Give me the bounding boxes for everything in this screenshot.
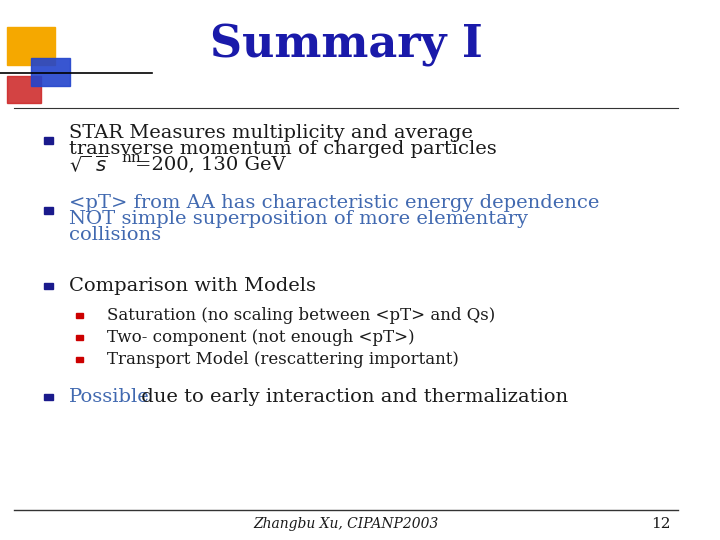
Text: STAR Measures multiplicity and average: STAR Measures multiplicity and average: [69, 124, 473, 143]
Bar: [76, 313, 83, 319]
Text: Saturation (no scaling between <pT> and Qs): Saturation (no scaling between <pT> and …: [107, 307, 495, 325]
Text: Comparison with Models: Comparison with Models: [69, 277, 316, 295]
Bar: [31, 58, 70, 86]
Bar: [44, 283, 53, 289]
Text: Two- component (not enough <pT>): Two- component (not enough <pT>): [107, 329, 415, 346]
Bar: [44, 394, 53, 400]
Bar: [44, 207, 53, 214]
Text: 12: 12: [652, 517, 671, 531]
Text: =200, 130 GeV: =200, 130 GeV: [135, 156, 286, 174]
Bar: [76, 335, 83, 340]
Bar: [76, 356, 83, 362]
Text: due to early interaction and thermalization: due to early interaction and thermalizat…: [135, 388, 568, 406]
Bar: [44, 137, 53, 144]
Text: Possible: Possible: [69, 388, 150, 406]
Bar: [7, 27, 55, 65]
Text: nn: nn: [121, 151, 141, 165]
Text: Summary I: Summary I: [210, 24, 482, 68]
Text: collisions: collisions: [69, 226, 161, 244]
Text: Transport Model (rescattering important): Transport Model (rescattering important): [107, 350, 459, 368]
Text: NOT simple superposition of more elementary: NOT simple superposition of more element…: [69, 210, 528, 228]
Text: transverse momentum of charged particles: transverse momentum of charged particles: [69, 139, 497, 158]
Text: <pT> from AA has characteristic energy dependence: <pT> from AA has characteristic energy d…: [69, 193, 600, 212]
Text: $\sqrt{\,}$ $\overline{s}$: $\sqrt{\,}$ $\overline{s}$: [69, 154, 108, 175]
Bar: [7, 76, 41, 103]
Text: Zhangbu Xu, CIPANP2003: Zhangbu Xu, CIPANP2003: [253, 517, 438, 531]
